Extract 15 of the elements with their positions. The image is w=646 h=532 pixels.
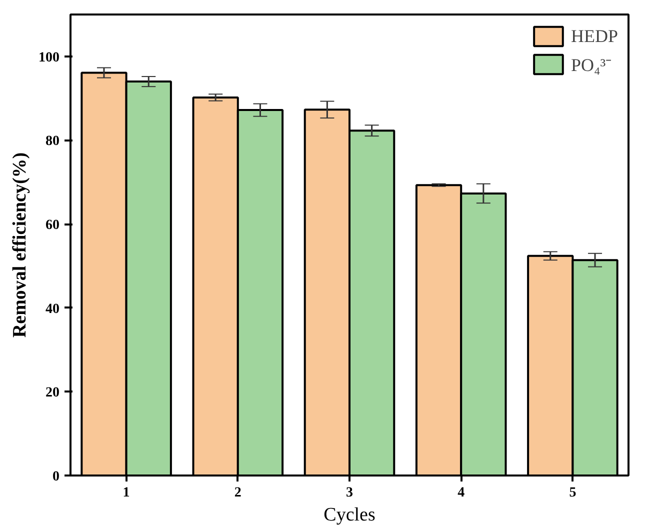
y-tick-label: 100	[38, 50, 60, 66]
y-axis-title: Removal efficiency(%)	[10, 152, 30, 338]
y-tick-label: 20	[46, 386, 60, 401]
x-tick-label: 1	[122, 486, 130, 500]
x-tick-label: 5	[569, 486, 576, 500]
y-tick-label: 60	[46, 218, 60, 234]
x-tick-label: 4	[458, 486, 465, 500]
x-tick-label: 2	[234, 486, 242, 500]
y-tick-label: 40	[46, 302, 60, 317]
legend-label: PO₄³⁻	[570, 54, 612, 76]
y-tick-label: 0	[52, 470, 60, 484]
legend-label: HEDP	[570, 26, 618, 46]
x-axis-title: Cycles	[324, 504, 376, 526]
y-tick-label: 80	[46, 134, 60, 150]
x-tick-label: 3	[346, 486, 353, 500]
